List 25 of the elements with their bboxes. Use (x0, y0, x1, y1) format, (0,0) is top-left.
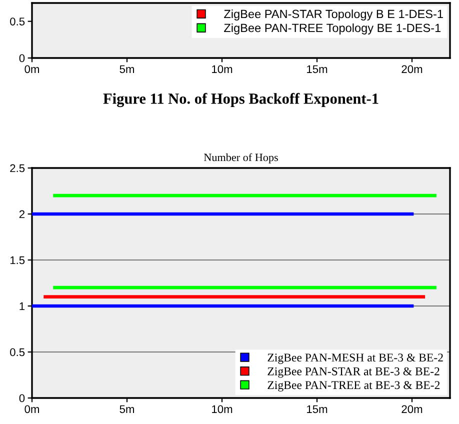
x-tick-label: 15m (307, 405, 328, 414)
x-tick-label: 5m (120, 65, 134, 74)
caption: Figure 11 No. of Hops Backoff Exponent-1 (103, 92, 378, 108)
chart-title: Number of Hops (204, 153, 278, 164)
x-tick-label: 10m (212, 405, 232, 414)
x-tick-label: 0m (24, 65, 39, 74)
legend-label: ZigBee PAN-STAR at BE-3 & BE-2 (268, 367, 440, 378)
y-tick-label: 2 (19, 210, 24, 218)
legend-label: ZigBee PAN-TREE Topology BE 1-DES-1 (224, 23, 441, 34)
legend-label: ZigBee PAN-MESH at BE-3 & BE-2 (268, 354, 443, 364)
legend-label: ZigBee PAN-TREE at BE-3 & BE-2 (268, 381, 440, 392)
x-tick-label: 10m (212, 65, 232, 74)
y-tick-label: 0 (19, 394, 25, 402)
x-tick-label: 20m (402, 65, 422, 74)
y-tick-label: 1.5 (10, 256, 25, 264)
x-tick-label: 15m (307, 65, 328, 74)
y-tick-label: 0.5 (10, 18, 25, 26)
x-tick-label: 5m (120, 405, 134, 414)
legend-label: ZigBee PAN-STAR Topology B E 1-DES-1 (224, 9, 443, 20)
y-tick-label: 1 (20, 302, 25, 310)
y-tick-label: 2.5 (10, 164, 25, 172)
y-tick-label: 0.5 (10, 348, 25, 356)
x-tick-label: 20m (402, 405, 422, 414)
y-tick-label: 0 (19, 54, 25, 62)
x-tick-label: 0m (24, 405, 39, 414)
